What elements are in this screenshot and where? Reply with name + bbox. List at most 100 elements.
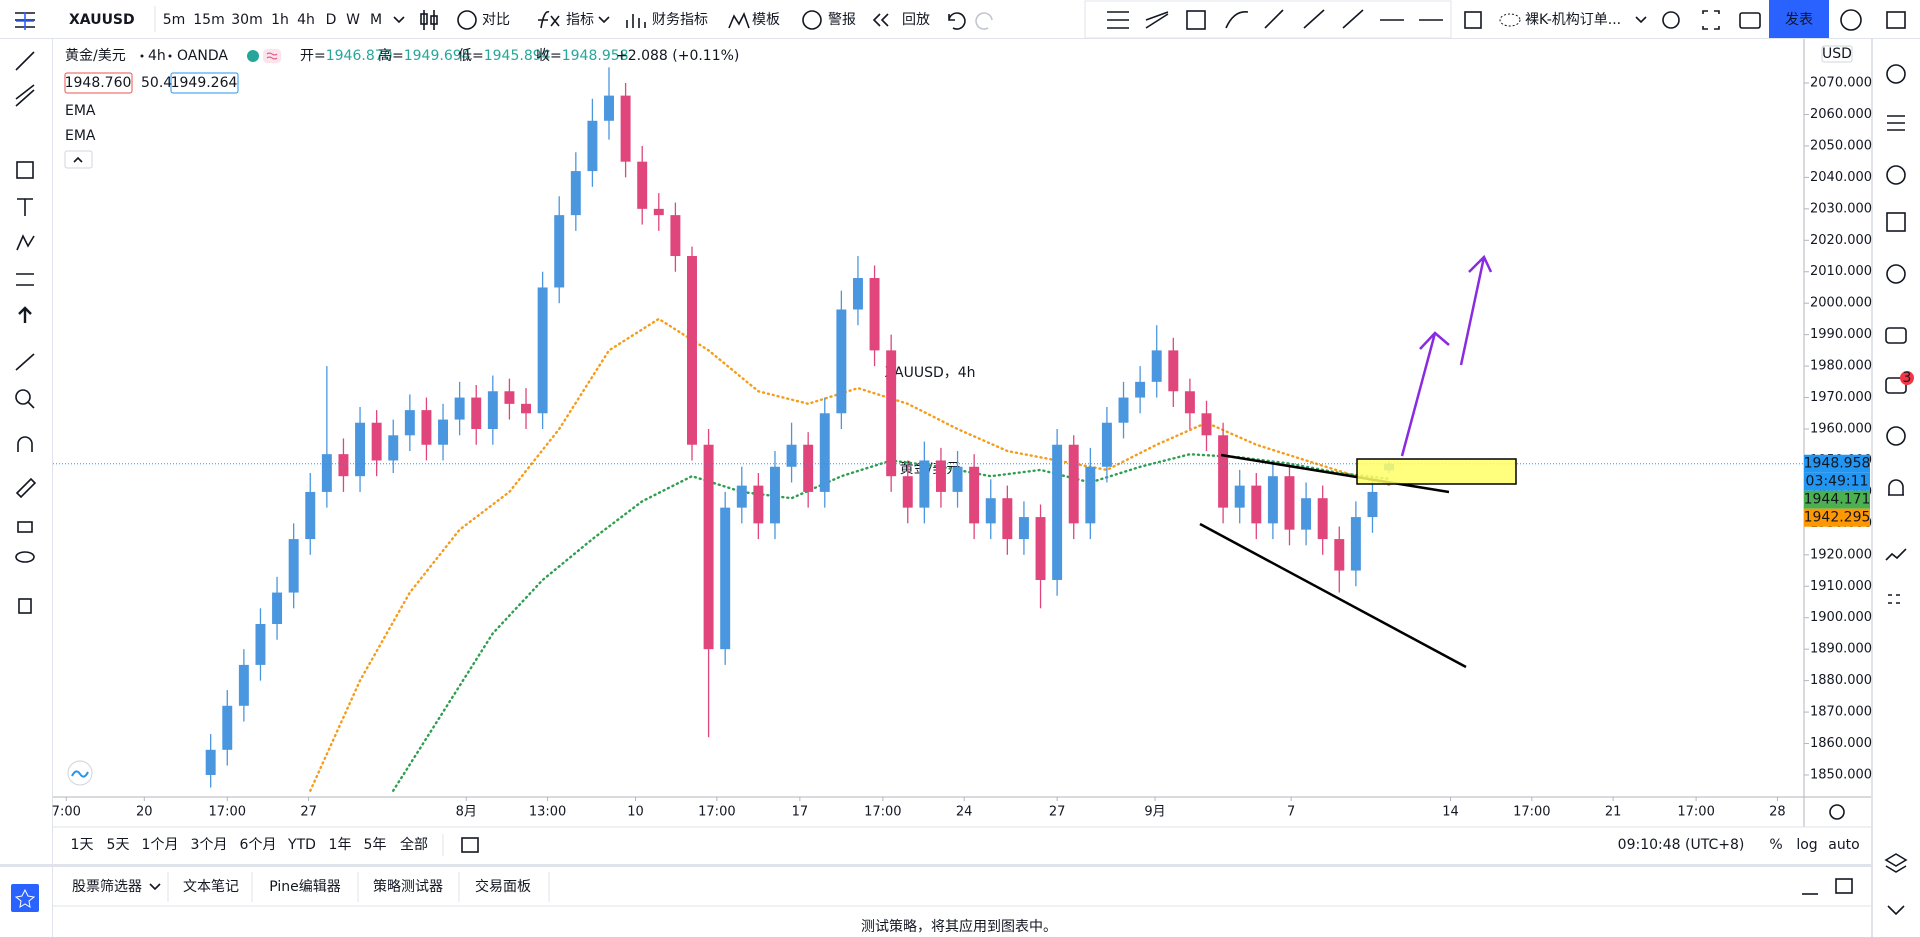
dropdown-icon[interactable]: [1635, 16, 1647, 24]
ask-box[interactable]: [170, 72, 239, 94]
candle-body: [1367, 491, 1378, 518]
fullscreen-icon[interactable]: [1702, 10, 1720, 30]
scale-option[interactable]: auto: [1828, 837, 1860, 853]
candle-body: [355, 422, 366, 477]
indicator[interactable]: EMA: [65, 103, 96, 119]
range-button[interactable]: 5天: [107, 837, 130, 853]
toolbar-button[interactable]: 回放: [902, 12, 930, 28]
y-tick-label: 2040.000: [1810, 170, 1872, 185]
settings-icon[interactable]: [1662, 11, 1680, 29]
zone-rectangle[interactable]: [1356, 458, 1517, 485]
panel-tab[interactable]: Pine编辑器: [269, 879, 341, 895]
play-icon[interactable]: [1840, 9, 1862, 31]
watermark: XAUUSD，4h: [884, 365, 975, 381]
alert-icon[interactable]: [802, 10, 822, 30]
x-tick-label: 7: [1287, 805, 1295, 820]
replay-icon[interactable]: [872, 13, 889, 27]
snapshot-icon[interactable]: [1739, 12, 1761, 29]
arrow[interactable]: [1400, 331, 1450, 457]
scale-option[interactable]: %: [1769, 837, 1782, 853]
x-tick-label: 17:00: [698, 805, 735, 820]
candle-body: [687, 256, 697, 445]
panel-tab[interactable]: 股票筛选器: [72, 879, 142, 895]
chart-type-icon[interactable]: [420, 10, 438, 30]
panel-tab[interactable]: 交易面板: [475, 878, 531, 895]
legend-exchange: OANDA: [177, 48, 228, 64]
y-tick-label: 1860.000: [1810, 736, 1872, 751]
candle-body: [753, 485, 764, 524]
drawing-tools[interactable]: [1107, 9, 1443, 30]
toolbar-button[interactable]: 指标: [566, 12, 594, 28]
toolbar-button[interactable]: 对比: [482, 12, 510, 28]
axis-settings-icon[interactable]: [1829, 804, 1845, 820]
candle-body: [1151, 350, 1162, 382]
range-button[interactable]: 全部: [400, 836, 428, 853]
range-button[interactable]: 5年: [364, 837, 387, 853]
undo-icon[interactable]: [948, 12, 966, 30]
left-tools[interactable]: [15, 12, 37, 614]
maximize-icon[interactable]: [1835, 878, 1853, 894]
interval[interactable]: 1h: [271, 12, 289, 28]
alert-count: 3: [1903, 370, 1912, 386]
dropdown-icon[interactable]: [149, 883, 161, 891]
symbol[interactable]: XAUUSD: [69, 12, 135, 28]
publish-label[interactable]: 发表: [1785, 12, 1813, 28]
favorites-button[interactable]: [11, 884, 39, 912]
bid-box[interactable]: [64, 72, 133, 94]
price-tag-label: 1948.958: [1804, 456, 1871, 472]
trend-line[interactable]: [1199, 522, 1467, 669]
interval[interactable]: 30m: [231, 12, 262, 28]
range-button[interactable]: YTD: [287, 837, 316, 853]
range-button[interactable]: 6个月: [240, 837, 277, 853]
dropdown-icon[interactable]: [393, 16, 405, 24]
range-button[interactable]: 1个月: [142, 837, 179, 853]
publish-button[interactable]: [1769, 0, 1829, 38]
range-button[interactable]: 1天: [71, 837, 94, 853]
interval[interactable]: D: [326, 12, 337, 28]
template-icon[interactable]: [728, 11, 750, 29]
panel-tab[interactable]: 文本笔记: [183, 879, 239, 895]
panel-tab[interactable]: 策略测试器: [373, 878, 443, 895]
toolbar-button[interactable]: 财务指标: [652, 12, 708, 28]
bid[interactable]: 1948.760: [65, 75, 132, 91]
x-tick-label: 21: [1605, 805, 1622, 820]
y-tick-label: 1990.000: [1810, 327, 1872, 342]
date-range-icon[interactable]: [461, 837, 479, 853]
interval[interactable]: 5m: [163, 12, 186, 28]
trend-line[interactable]: [1220, 453, 1450, 494]
arrow[interactable]: [1459, 254, 1493, 366]
candle-body: [1201, 413, 1212, 436]
scale-option[interactable]: log: [1796, 837, 1817, 853]
y-tick-label: 1970.000: [1810, 390, 1872, 405]
candle-body: [1002, 498, 1013, 540]
candle-body: [653, 208, 664, 216]
range-button[interactable]: 1年: [329, 837, 352, 853]
ohlc-label: 收=: [536, 48, 562, 64]
candle-body: [471, 397, 482, 430]
candle-body: [1234, 485, 1245, 508]
toolbar-button[interactable]: 警报: [828, 12, 856, 28]
interval[interactable]: 4h: [297, 12, 315, 28]
candle-body: [1085, 466, 1096, 524]
range-button[interactable]: 3个月: [191, 837, 228, 853]
dropdown-icon[interactable]: [598, 16, 610, 24]
ask[interactable]: 1949.264: [171, 75, 238, 91]
candle-body: [1317, 498, 1328, 540]
financials-icon[interactable]: [626, 14, 646, 28]
cloud-icon[interactable]: [1499, 13, 1521, 27]
redo-icon[interactable]: [975, 12, 993, 30]
sidebar-icons[interactable]: [1884, 11, 1908, 916]
indicator-icon[interactable]: [538, 11, 560, 29]
rect-icon[interactable]: [1464, 11, 1482, 29]
interval[interactable]: 15m: [193, 12, 224, 28]
compare-icon[interactable]: [457, 10, 477, 30]
toolbar-button[interactable]: 模板: [752, 12, 780, 28]
left-toolbar: [0, 39, 52, 864]
interval[interactable]: M: [370, 12, 382, 28]
interval[interactable]: W: [346, 12, 360, 28]
unit-label[interactable]: USD: [1822, 46, 1852, 62]
layout-name[interactable]: 裸K-机构订单...: [1525, 12, 1621, 28]
indicator[interactable]: EMA: [65, 128, 96, 144]
unit-badge[interactable]: [1821, 45, 1853, 63]
